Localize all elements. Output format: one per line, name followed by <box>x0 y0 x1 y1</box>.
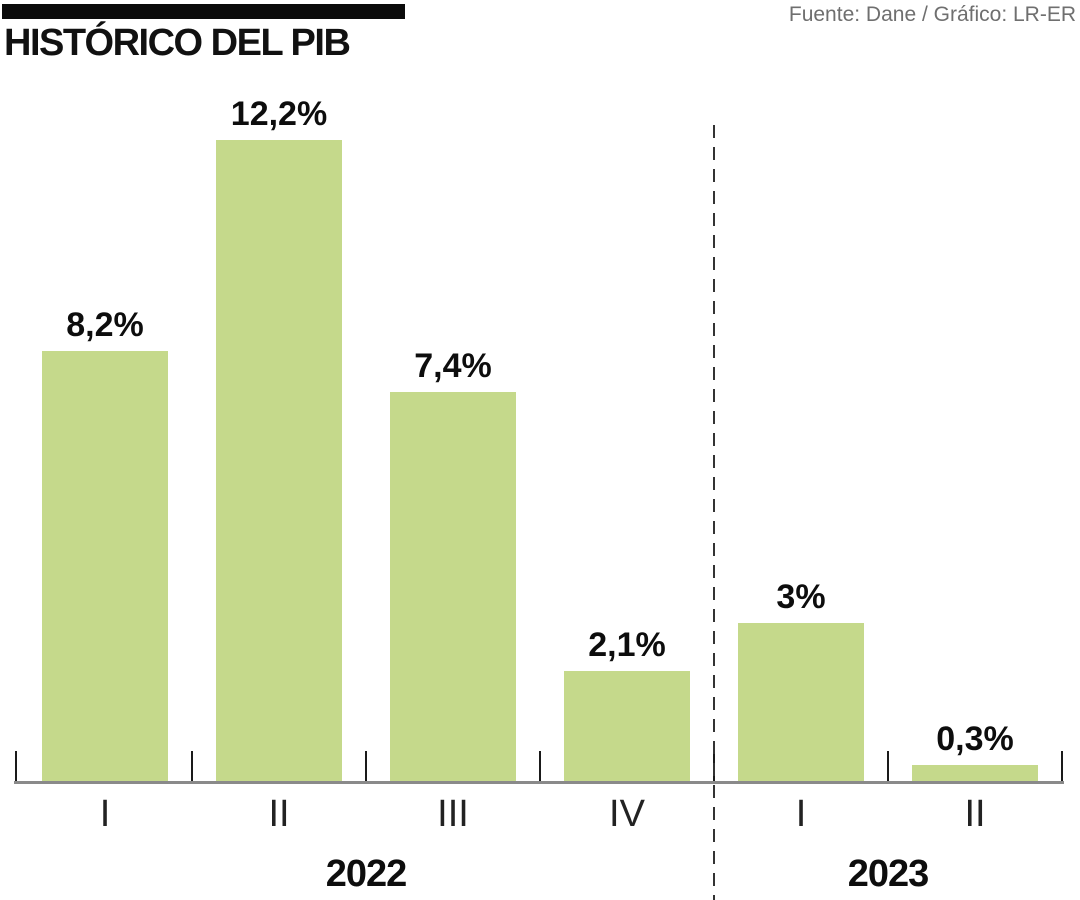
axis-tick <box>539 751 541 781</box>
bar-value-label: 12,2% <box>230 95 328 133</box>
axis-tick <box>15 751 17 781</box>
quarter-label-1: II <box>268 793 290 835</box>
year-separator-dashed-line <box>713 125 715 900</box>
bar-II-1 <box>216 140 342 781</box>
year-label-2023: 2023 <box>847 853 930 895</box>
axis-tick <box>887 751 889 781</box>
bar-value-label: 2,1% <box>588 626 666 664</box>
bar-II-5 <box>912 765 1038 781</box>
bar-I-0 <box>42 351 168 781</box>
quarter-label-2: III <box>437 793 469 835</box>
bar-value-label: 3% <box>776 578 826 616</box>
quarter-label-5: II <box>964 793 986 835</box>
x-axis-line <box>14 781 1064 784</box>
bar-IV-3 <box>564 671 690 781</box>
quarter-label-3: IV <box>609 793 645 835</box>
source-credit: Fuente: Dane / Gráfico: LR-ER <box>788 3 1076 26</box>
bar-I-4 <box>738 623 864 781</box>
bar-value-label: 7,4% <box>414 347 492 385</box>
year-label-2022: 2022 <box>325 853 408 895</box>
bar-III-2 <box>390 392 516 781</box>
chart-title: HISTÓRICO DEL PIB <box>4 22 351 64</box>
axis-tick <box>191 751 193 781</box>
axis-tick <box>365 751 367 781</box>
bar-value-label: 0,3% <box>936 720 1014 758</box>
axis-tick <box>1061 751 1063 781</box>
quarter-label-4: I <box>795 793 807 835</box>
quarter-label-0: I <box>99 793 111 835</box>
title-rule-bar <box>2 4 405 19</box>
bar-value-label: 8,2% <box>66 306 144 344</box>
